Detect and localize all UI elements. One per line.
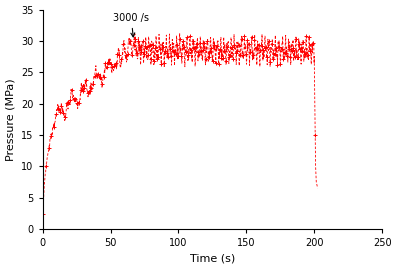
Text: 3000 /s: 3000 /s xyxy=(113,13,149,37)
X-axis label: Time (s): Time (s) xyxy=(190,253,235,263)
Y-axis label: Pressure (MPa): Pressure (MPa) xyxy=(6,78,15,161)
